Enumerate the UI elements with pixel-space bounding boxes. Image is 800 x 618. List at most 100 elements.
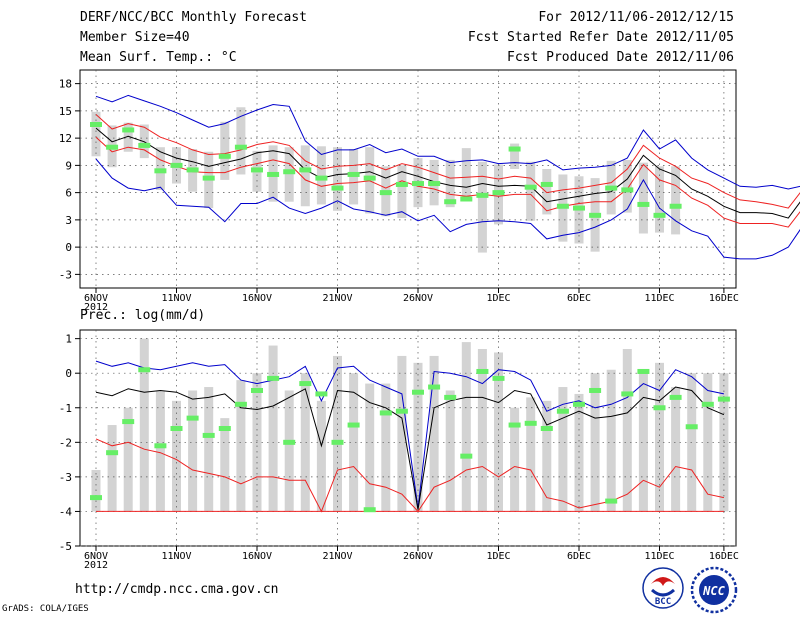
temp-min-line: [95, 158, 800, 260]
temp-bar: [461, 148, 471, 200]
temp-mean-line: [95, 127, 800, 219]
member-size: Member Size=40: [80, 30, 190, 45]
prec-obs-marker: [412, 389, 424, 395]
prec-obs-marker: [218, 425, 231, 431]
prec-obs-marker: [186, 415, 199, 421]
temp-obs-marker: [508, 146, 521, 152]
variable-label: Mean Surf. Temp.: °C: [80, 50, 237, 65]
temp-max-line: [95, 94, 800, 190]
temp-bar: [638, 162, 648, 234]
prec-obs-marker: [637, 368, 650, 374]
forecast-produced-date: Fcst Produced Date 2012/11/06: [507, 50, 734, 65]
prec-bar: [510, 407, 520, 512]
temp-obs-marker: [283, 169, 296, 175]
prec-obs-marker: [267, 375, 280, 381]
ncc-logo: NCC: [690, 566, 738, 614]
prec-obs-marker: [347, 422, 360, 428]
temp-obs-marker: [267, 171, 280, 177]
prec-obs-marker: [589, 387, 602, 393]
prec-obs-marker: [106, 450, 119, 456]
prec-bar: [333, 355, 342, 512]
temp-obs-marker: [540, 181, 553, 187]
source-url[interactable]: http://cmdp.ncc.cma.gov.cn: [75, 582, 279, 597]
temp-xtick-label: 11DEC: [644, 293, 674, 304]
temp-obs-marker: [106, 144, 119, 150]
temp-ytick-label: 6: [65, 187, 72, 200]
prec-xtick-label: 16DEC: [709, 551, 739, 562]
temp-bar: [510, 143, 520, 170]
prec-ytick-label: 1: [65, 333, 72, 346]
prec-obs-marker: [331, 439, 344, 445]
prec-bar: [655, 362, 664, 512]
temp-obs-marker: [444, 199, 457, 205]
temp-year-label: 2012: [84, 302, 108, 313]
prec-bar: [574, 393, 584, 512]
prec-xtick-label: 1DEC: [486, 551, 510, 562]
prec-bar: [316, 400, 326, 512]
prec-obs-marker: [234, 401, 247, 407]
bcc-logo: BCC: [641, 566, 685, 610]
temp-xtick-label: 6NOV: [84, 293, 108, 304]
temp-bar: [333, 147, 342, 211]
temp-xtick-label: 16DEC: [709, 293, 739, 304]
prec-obs-marker: [508, 422, 521, 428]
temp-xtick-label: 11NOV: [161, 293, 191, 304]
temp-obs-marker: [589, 212, 602, 218]
prec-ytick-label: -2: [59, 436, 72, 449]
temp-obs-marker: [637, 201, 650, 207]
prec-xtick-label: 11DEC: [644, 551, 674, 562]
header-left: DERF/NCC/BCC Monthly Forecast Member Size…: [80, 8, 307, 68]
prec-obs-marker: [717, 396, 730, 402]
prec-obs-marker: [460, 453, 473, 459]
prec-obs-marker: [476, 368, 489, 374]
ncc-logo-icon: NCC: [690, 566, 738, 614]
prec-xtick-label: 6DEC: [567, 551, 591, 562]
prec-obs-marker: [170, 425, 183, 431]
forecast-started-date: Fcst Started Refer Date 2012/11/05: [467, 30, 734, 45]
temp-frame: [79, 69, 737, 289]
temp-obs-marker: [154, 168, 167, 174]
temp-bar: [91, 111, 101, 157]
prec-bar: [220, 418, 230, 512]
prec-obs-marker: [492, 375, 505, 381]
prec-xtick-label: 21NOV: [322, 551, 352, 562]
prec-bar: [494, 352, 503, 512]
prec-obs-marker: [90, 495, 102, 501]
temp-bar: [671, 166, 681, 235]
temp-obs-marker: [315, 175, 328, 181]
temp-upper-line: [95, 114, 800, 209]
prec-xtick-label: 16NOV: [242, 551, 272, 562]
prec-obs-marker: [122, 419, 135, 425]
temp-obs-marker: [122, 127, 135, 133]
prec-bar: [284, 390, 294, 512]
precipitation-title: Prec.: log(mm/d): [80, 308, 206, 323]
prec-bar: [172, 400, 181, 512]
prec-obs-marker: [395, 408, 408, 414]
prec-obs-marker: [685, 424, 698, 430]
temp-bar: [284, 147, 294, 202]
temp-bar: [300, 145, 310, 207]
prec-bar: [526, 397, 536, 512]
temp-obs-marker: [331, 185, 344, 191]
prec-bar: [590, 373, 600, 512]
prec-bar: [622, 349, 632, 512]
bcc-logo-text: BCC: [655, 597, 671, 607]
temp-ytick-label: 9: [65, 159, 72, 172]
prec-bar: [236, 380, 246, 512]
prec-xtick-label: 11NOV: [161, 551, 191, 562]
temp-obs-marker: [90, 122, 102, 127]
temp-obs-marker: [460, 196, 473, 202]
prec-obs-marker: [299, 381, 312, 387]
prec-bar: [365, 383, 375, 512]
prec-bar: [381, 383, 391, 512]
prec-bar: [204, 387, 214, 512]
temp-ytick-label: 12: [59, 132, 72, 145]
prec-bar: [139, 338, 149, 512]
prec-obs-marker: [154, 443, 167, 449]
prec-bar: [107, 425, 117, 512]
prec-ytick-label: 0: [65, 367, 72, 380]
temp-obs-marker: [186, 167, 199, 173]
temp-bar: [622, 159, 632, 213]
temp-obs-marker: [605, 185, 618, 191]
